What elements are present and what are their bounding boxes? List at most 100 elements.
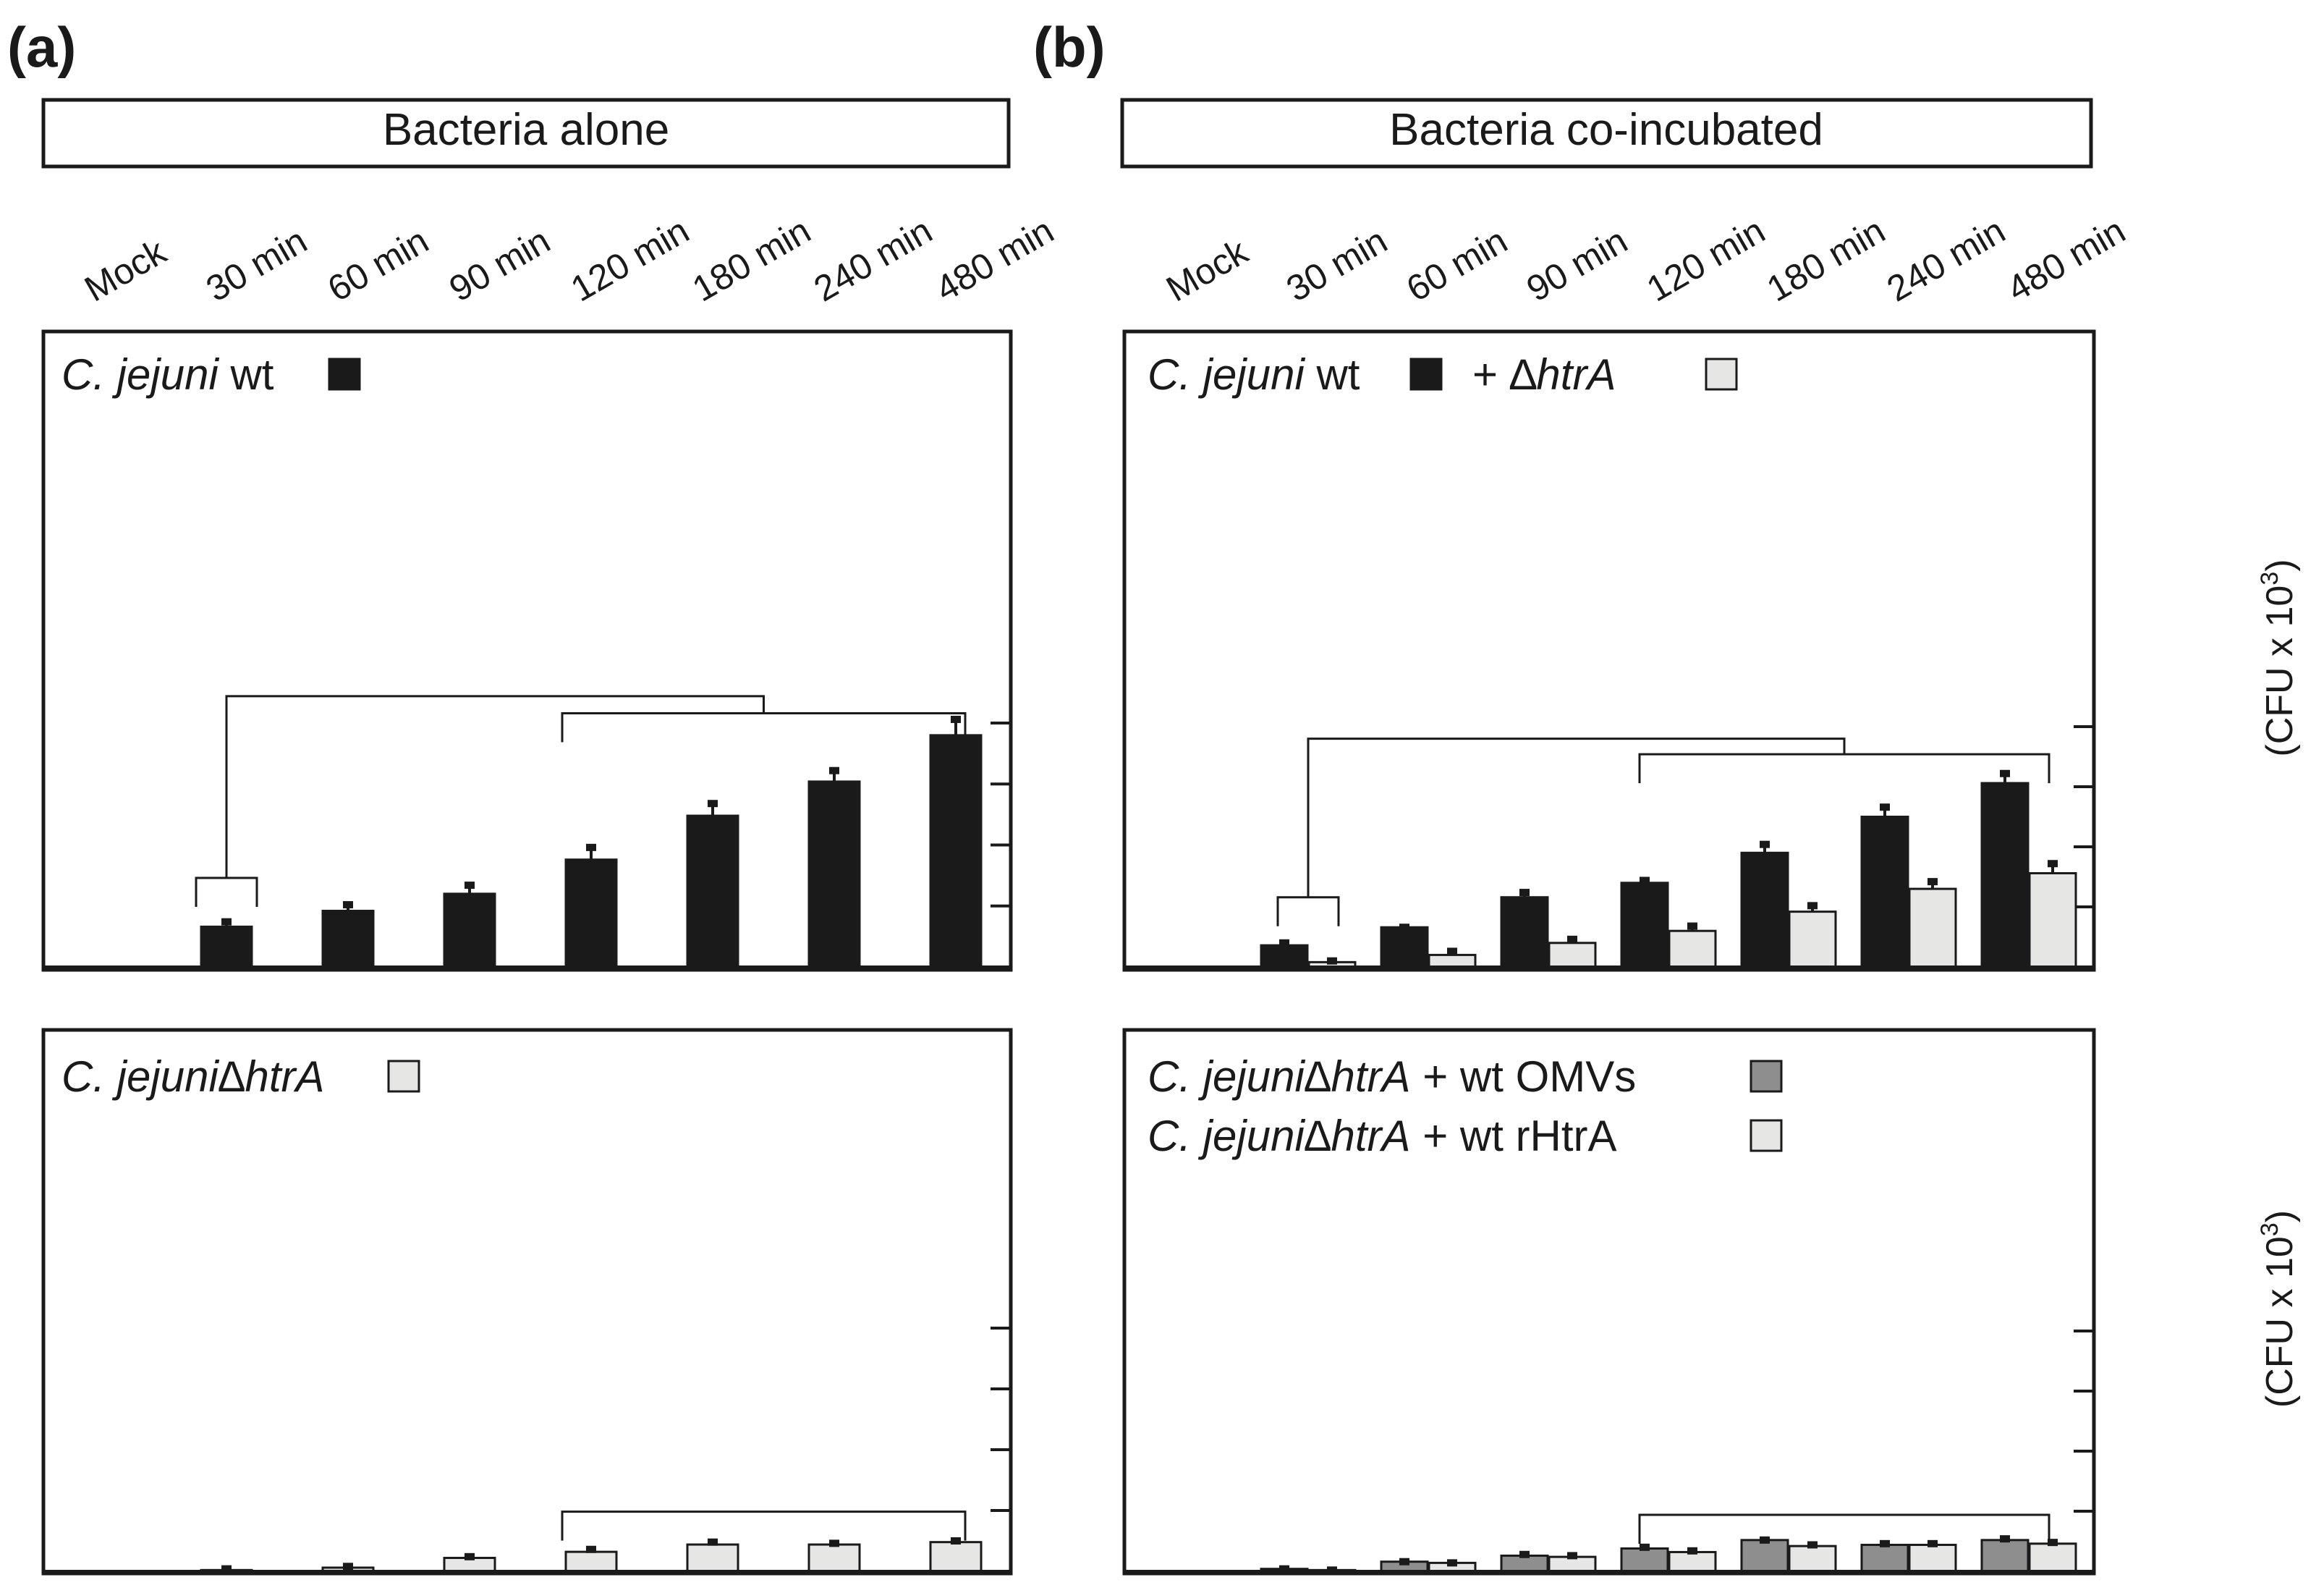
time-label: 30 min	[1280, 220, 1394, 310]
panel-b-header: Bacteria co-incubated	[1120, 98, 2093, 169]
bar-b-top-s0-6	[1860, 816, 1909, 968]
error-cap	[1519, 1550, 1530, 1558]
bar-b-top-s0-7	[1980, 782, 2030, 968]
legend-species: C. jejuni	[1148, 350, 1305, 399]
y-axis-title-units: (CFU x 103)	[2256, 559, 2301, 756]
error-cap	[343, 901, 353, 909]
legend-gene: htrA	[1536, 350, 1616, 399]
error-cap	[1880, 1539, 1890, 1547]
error-cap	[1807, 902, 1818, 910]
bar-b-top-s0-3	[1500, 896, 1549, 968]
error-cap	[1687, 922, 1697, 930]
y-units-sup: 3	[2256, 572, 2283, 586]
plot-frame	[1122, 329, 2096, 972]
legend-swatch	[1750, 1060, 1783, 1093]
error-cap	[1760, 840, 1770, 848]
bar-a-bottom-s0-5	[686, 1543, 739, 1573]
legend-swatch	[1409, 358, 1443, 391]
error-cap	[1880, 803, 1890, 811]
legend-species: C. jejuni∆	[1148, 1112, 1331, 1160]
legend-suffix: + wt OMVs	[1411, 1052, 1637, 1101]
bar-b-bottom-s1-5	[1788, 1545, 1837, 1573]
legend-swatch	[387, 1060, 420, 1093]
error-cap	[1327, 957, 1337, 965]
legend-suffix: wt	[219, 350, 274, 399]
bar-b-bottom-s1-6	[1908, 1543, 1957, 1573]
bar-b-top-s0-1	[1260, 944, 1309, 968]
sig-bracket-group	[561, 712, 967, 743]
sig-connector	[1307, 738, 1846, 897]
bar-b-top-s1-7	[2028, 872, 2077, 968]
panel-b-header-text: Bacteria co-incubated	[1389, 105, 1823, 155]
sig-bracket-group	[1638, 753, 2051, 784]
chart-b-top: C. jejuni wt + ∆htrA (CFU x 103)	[1122, 329, 2301, 972]
legend-gene: htrA	[1331, 1112, 1410, 1160]
legend-gene: htrA	[1331, 1052, 1410, 1101]
bar-a-bottom-s0-6	[807, 1543, 861, 1573]
bar-b-top-s1-2	[1428, 953, 1477, 968]
legend-entry: C. jejuni∆htrA	[62, 1052, 325, 1101]
plot-frame	[41, 1028, 1013, 1576]
error-cap	[951, 1537, 961, 1545]
error-cap	[586, 1545, 596, 1553]
error-cap	[586, 843, 596, 851]
bar-b-top-s0-2	[1380, 926, 1429, 968]
chart-a-bottom: C. jejuni∆htrA	[41, 1028, 1013, 1576]
error-cap	[343, 1563, 353, 1571]
error-cap	[708, 1538, 718, 1546]
error-cap	[1807, 1541, 1818, 1549]
plot-frame	[41, 329, 1013, 972]
legend-entry: C. jejuni∆htrA + wt rHtrA	[1148, 1112, 1617, 1160]
panel-a-header: Bacteria alone	[41, 98, 1011, 169]
bar-a-top-s0-3	[443, 892, 496, 968]
time-label: 60 min	[1400, 220, 1514, 310]
bar-a-top-s0-5	[686, 814, 739, 968]
error-cap	[1279, 939, 1289, 947]
time-label: 240 min	[1880, 210, 2012, 309]
sig-connector	[225, 695, 765, 878]
time-label: 480 min	[2001, 210, 2132, 309]
bar-b-top-s1-3	[1548, 942, 1597, 968]
error-cap	[1640, 876, 1650, 884]
panel-b-letter: (b)	[1033, 15, 1106, 79]
bar-a-bottom-s0-7	[929, 1541, 983, 1573]
error-cap	[829, 1539, 839, 1547]
sig-bracket-small	[195, 876, 258, 907]
time-label: 90 min	[1520, 220, 1634, 310]
error-cap	[465, 882, 475, 890]
legend-species: C. jejuni	[62, 350, 219, 399]
y-units-close: )	[2259, 1210, 2301, 1222]
bar-a-top-s0-4	[564, 858, 618, 968]
bar-b-top-s0-4	[1620, 882, 1669, 968]
error-cap	[1447, 1559, 1457, 1567]
time-label: 90 min	[443, 220, 557, 310]
error-cap	[1687, 1547, 1697, 1555]
legend-suffix: + wt rHtrA	[1411, 1112, 1617, 1160]
panel-a-header-text: Bacteria alone	[383, 105, 669, 155]
bar-a-top-s0-1	[200, 925, 253, 968]
legend-swatch	[328, 358, 361, 391]
time-label: 120 min	[564, 210, 696, 309]
error-cap	[708, 800, 718, 808]
time-label: Mock	[1160, 231, 1255, 310]
bar-b-top-s0-5	[1740, 851, 1789, 968]
error-cap	[221, 1565, 232, 1573]
panel-a-letter: (a)	[7, 15, 76, 79]
legend-entry: + ∆htrA	[1472, 350, 1616, 399]
error-cap	[1928, 1539, 1938, 1547]
error-cap	[1399, 924, 1409, 931]
time-label: Mock	[78, 231, 174, 310]
error-cap	[2000, 769, 2010, 777]
legend-entry: C. jejuni∆htrA + wt OMVs	[1148, 1052, 1636, 1101]
bar-a-bottom-s0-4	[564, 1550, 618, 1573]
legend-gene: htrA	[245, 1052, 324, 1101]
y-units-sup: 3	[2256, 1222, 2283, 1236]
plot-frame	[1122, 1028, 2096, 1576]
bar-a-top-s0-7	[929, 734, 983, 968]
sig-bracket	[561, 1510, 967, 1541]
time-label: 120 min	[1640, 210, 1772, 309]
bar-b-bottom-s1-4	[1668, 1550, 1717, 1573]
bar-b-bottom-s0-6	[1860, 1543, 1909, 1573]
